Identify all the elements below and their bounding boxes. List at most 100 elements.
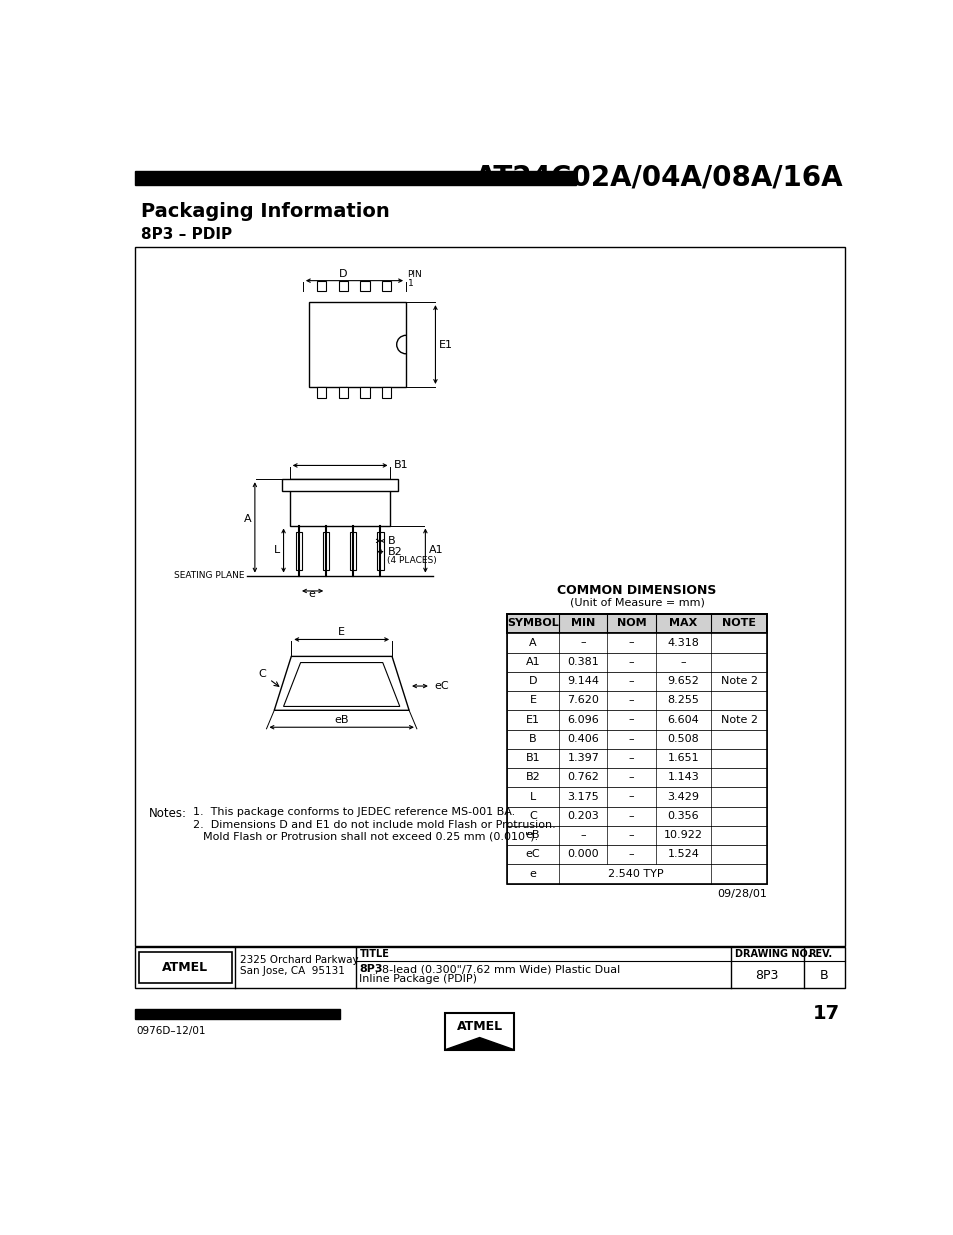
Text: 4.318: 4.318 xyxy=(667,637,699,647)
Text: E1: E1 xyxy=(525,715,539,725)
Text: 17: 17 xyxy=(812,1004,840,1023)
Text: B1: B1 xyxy=(525,753,539,763)
Text: –: – xyxy=(628,753,634,763)
Text: 0.000: 0.000 xyxy=(567,850,598,860)
Text: –: – xyxy=(628,830,634,840)
Text: –: – xyxy=(580,637,586,647)
Bar xyxy=(506,614,766,634)
Bar xyxy=(506,787,766,806)
Text: TITLE: TITLE xyxy=(359,948,389,958)
Text: B: B xyxy=(387,536,395,546)
Bar xyxy=(377,531,383,571)
Text: L: L xyxy=(274,545,280,556)
Text: C: C xyxy=(529,811,537,821)
Text: 9.652: 9.652 xyxy=(667,676,699,685)
Text: 1: 1 xyxy=(407,279,413,288)
Bar xyxy=(506,692,766,710)
Text: 0.406: 0.406 xyxy=(567,734,598,743)
Bar xyxy=(282,479,397,490)
Text: AT24C02A/04A/08A/16A: AT24C02A/04A/08A/16A xyxy=(475,163,843,191)
Text: MAX: MAX xyxy=(669,619,697,629)
Text: C: C xyxy=(258,669,278,687)
Bar xyxy=(506,826,766,845)
Text: ATMEL: ATMEL xyxy=(162,961,208,974)
Text: 3.429: 3.429 xyxy=(667,792,699,802)
Bar xyxy=(506,845,766,864)
Text: e: e xyxy=(529,868,536,878)
Text: –: – xyxy=(628,715,634,725)
Text: 9.144: 9.144 xyxy=(567,676,598,685)
Text: 8P3 – PDIP: 8P3 – PDIP xyxy=(141,227,232,242)
Text: Inline Package (PDIP): Inline Package (PDIP) xyxy=(359,974,477,984)
Text: A: A xyxy=(244,514,252,525)
Text: 1.143: 1.143 xyxy=(667,772,699,782)
Text: eB: eB xyxy=(335,715,349,725)
Text: –: – xyxy=(628,637,634,647)
Bar xyxy=(138,952,232,983)
Bar xyxy=(316,387,326,398)
Text: NOM: NOM xyxy=(616,619,646,629)
Text: A1: A1 xyxy=(525,657,539,667)
Text: NOTE: NOTE xyxy=(721,619,756,629)
Text: Note 2: Note 2 xyxy=(720,676,757,685)
Text: 0976D–12/01: 0976D–12/01 xyxy=(136,1026,206,1036)
Text: (Unit of Measure = mm): (Unit of Measure = mm) xyxy=(569,598,703,608)
Text: 0.356: 0.356 xyxy=(667,811,699,821)
Text: B1: B1 xyxy=(394,461,409,471)
Text: SYMBOL: SYMBOL xyxy=(507,619,558,629)
Text: SEATING PLANE: SEATING PLANE xyxy=(174,571,245,580)
Text: D: D xyxy=(528,676,537,685)
Text: 1.651: 1.651 xyxy=(667,753,699,763)
Text: 8.255: 8.255 xyxy=(667,695,699,705)
Bar xyxy=(506,672,766,692)
Text: 6.096: 6.096 xyxy=(567,715,598,725)
Bar xyxy=(381,387,391,398)
Text: DRAWING NO.: DRAWING NO. xyxy=(734,948,810,958)
Text: –: – xyxy=(628,657,634,667)
Bar xyxy=(506,652,766,672)
Bar xyxy=(444,1013,514,1050)
Text: –: – xyxy=(628,792,634,802)
Text: 0.203: 0.203 xyxy=(567,811,598,821)
Bar xyxy=(381,280,391,291)
Bar xyxy=(350,531,356,571)
Text: 1.  This package conforms to JEDEC reference MS-001 BA.: 1. This package conforms to JEDEC refere… xyxy=(193,806,515,816)
Text: –: – xyxy=(628,676,634,685)
Text: Note 2: Note 2 xyxy=(720,715,757,725)
Text: –: – xyxy=(628,811,634,821)
Bar xyxy=(316,280,326,291)
Text: E1: E1 xyxy=(439,340,453,350)
Text: 10.922: 10.922 xyxy=(663,830,702,840)
Text: , 8-lead (0.300"/7.62 mm Wide) Plastic Dual: , 8-lead (0.300"/7.62 mm Wide) Plastic D… xyxy=(375,965,619,974)
Bar xyxy=(309,303,406,387)
Bar xyxy=(134,172,576,185)
Text: B2: B2 xyxy=(387,547,402,557)
Text: 2.540 TYP: 2.540 TYP xyxy=(607,868,662,878)
Bar xyxy=(295,531,302,571)
Text: 1.397: 1.397 xyxy=(567,753,598,763)
Bar xyxy=(134,947,843,988)
Text: 8P3: 8P3 xyxy=(359,965,382,974)
Text: ATMEL: ATMEL xyxy=(456,1020,502,1034)
Text: eB: eB xyxy=(525,830,539,840)
Bar xyxy=(134,247,843,946)
Text: MIN: MIN xyxy=(571,619,595,629)
Text: D: D xyxy=(338,269,347,279)
Text: 7.620: 7.620 xyxy=(567,695,598,705)
Text: 0.762: 0.762 xyxy=(567,772,598,782)
Bar xyxy=(290,479,390,526)
Text: –: – xyxy=(580,830,586,840)
Bar xyxy=(506,864,766,883)
Text: Notes:: Notes: xyxy=(149,806,187,820)
Text: B: B xyxy=(529,734,537,743)
Bar xyxy=(338,280,348,291)
Text: –: – xyxy=(679,657,685,667)
Text: 0.508: 0.508 xyxy=(667,734,699,743)
Text: B: B xyxy=(820,968,828,982)
Text: Mold Flash or Protrusion shall not exceed 0.25 mm (0.010").: Mold Flash or Protrusion shall not excee… xyxy=(203,831,537,841)
Text: –: – xyxy=(628,772,634,782)
Bar xyxy=(506,748,766,768)
Bar xyxy=(506,634,766,652)
Text: –: – xyxy=(628,850,634,860)
Text: Packaging Information: Packaging Information xyxy=(141,201,389,221)
